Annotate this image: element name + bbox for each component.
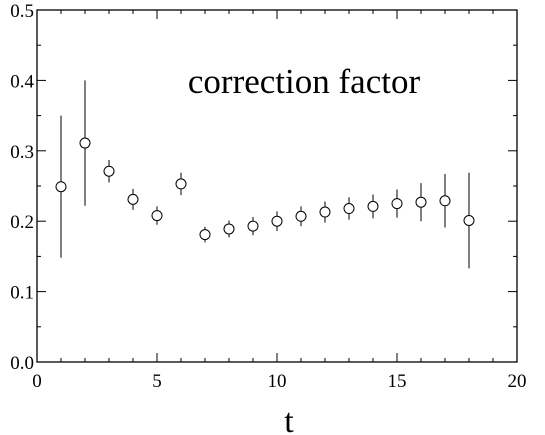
y-tick-label: 0.4 <box>10 71 34 92</box>
data-point <box>151 210 163 222</box>
data-point <box>223 223 235 235</box>
x-tick-label: 5 <box>152 371 162 392</box>
y-tick-label: 0.5 <box>10 1 34 22</box>
data-point <box>415 196 427 208</box>
data-point <box>391 198 403 210</box>
data-point <box>367 200 379 212</box>
y-tick-label: 0.2 <box>10 212 34 233</box>
data-point <box>295 210 307 222</box>
x-tick-label: 20 <box>508 371 527 392</box>
data-point <box>79 137 91 149</box>
data-point <box>463 214 475 226</box>
y-tick-label: 0.0 <box>10 353 34 374</box>
y-tick-label: 0.1 <box>10 283 34 304</box>
data-point <box>199 229 211 241</box>
data-point <box>319 206 331 218</box>
data-point <box>439 195 451 207</box>
data-points <box>55 80 475 269</box>
data-point <box>103 165 115 177</box>
data-point <box>175 178 187 190</box>
x-tick-label: 15 <box>388 371 407 392</box>
y-tick-label: 0.3 <box>10 142 34 163</box>
axis-tick-labels: 0 5 10 15 20 0.0 0.1 0.2 0.3 0.4 0.5 <box>10 1 526 392</box>
x-tick-label: 10 <box>268 371 287 392</box>
data-point <box>127 193 139 205</box>
data-point <box>271 215 283 227</box>
axis-ticks <box>36 9 518 363</box>
data-point <box>343 203 355 215</box>
data-point <box>55 181 67 193</box>
x-tick-label: 0 <box>32 371 42 392</box>
x-axis-label: t <box>284 403 294 435</box>
chart-title: correction factor <box>188 62 421 101</box>
data-point <box>247 220 259 232</box>
